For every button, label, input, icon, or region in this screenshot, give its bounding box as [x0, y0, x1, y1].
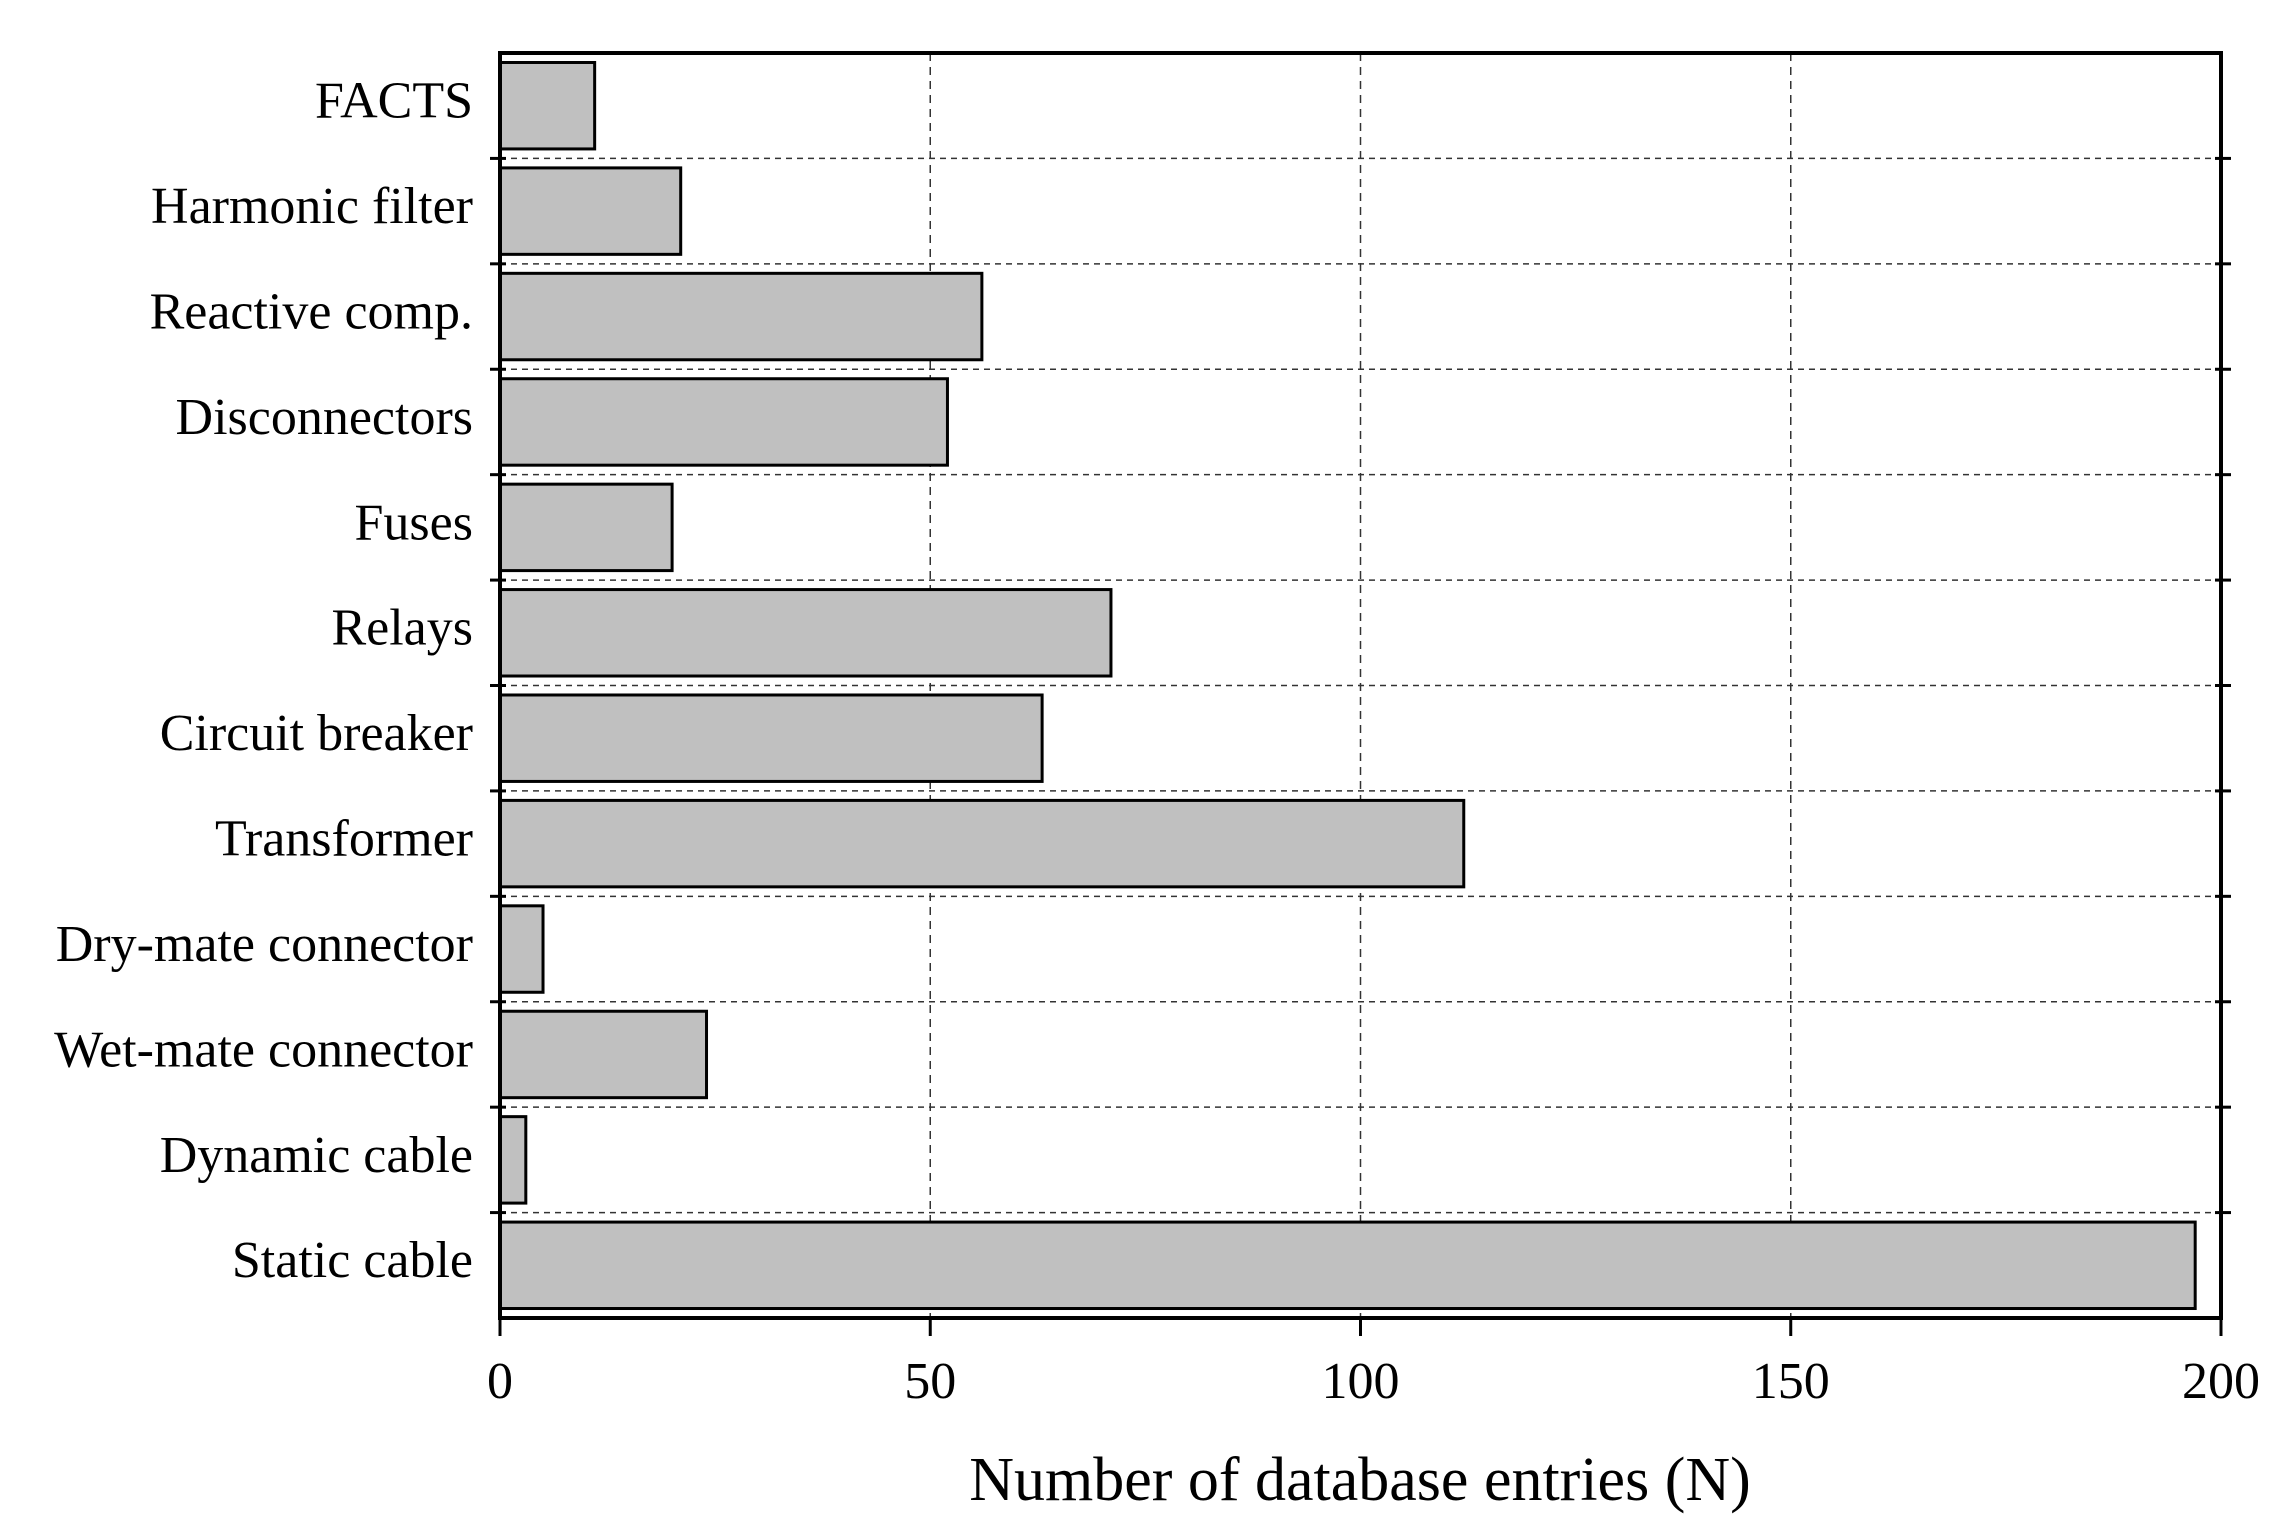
bar — [498, 798, 1466, 889]
bar — [498, 482, 674, 573]
bar — [498, 377, 949, 467]
bar — [498, 693, 1044, 783]
y-tick-label: FACTS — [315, 73, 473, 130]
y-tick-label: Static cable — [232, 1232, 473, 1289]
x-tick-label: 200 — [2182, 1353, 2260, 1410]
bar — [498, 904, 545, 994]
y-tick-label: Dynamic cable — [160, 1127, 473, 1184]
x-tick-label: 100 — [1322, 1353, 1400, 1410]
bar — [498, 1115, 528, 1205]
x-tick-label: 0 — [487, 1353, 513, 1410]
bar — [498, 1009, 709, 1100]
y-tick-label: Wet-mate connector — [54, 1021, 473, 1078]
x-axis-label: Number of database entries (N) — [969, 1446, 1751, 1514]
bar — [498, 588, 1113, 678]
bar — [498, 60, 597, 151]
y-tick-label: Disconnectors — [176, 389, 473, 446]
y-tick-label: Reactive comp. — [150, 283, 473, 340]
y-tick-label: Harmonic filter — [151, 178, 473, 235]
y-tick-label: Relays — [331, 600, 473, 657]
y-tick-label: Fuses — [355, 494, 473, 551]
y-tick-label: Dry-mate connector — [56, 916, 473, 973]
x-tick-label: 50 — [904, 1353, 956, 1410]
plot-frame — [498, 51, 2223, 1320]
y-tick-label: Circuit breaker — [160, 705, 473, 762]
x-tick-label: 150 — [1752, 1353, 1830, 1410]
bar — [498, 166, 683, 256]
bar — [498, 1220, 2197, 1311]
y-tick-label: Transformer — [215, 811, 473, 868]
bar — [498, 271, 984, 362]
